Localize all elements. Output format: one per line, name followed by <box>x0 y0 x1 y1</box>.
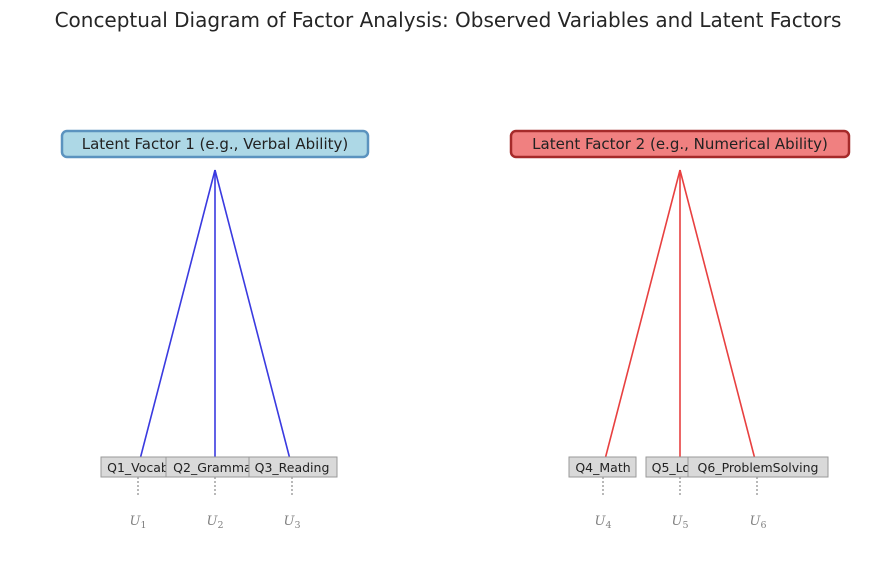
variable-label-q3: Q3_Reading <box>255 460 330 475</box>
variable-node-q6: Q6_ProblemSolving <box>687 456 829 478</box>
error-term-u3: U3 <box>283 514 300 531</box>
factor-node-1: Latent Factor 1 (e.g., Verbal Ability) <box>60 129 370 159</box>
loading-line-q6 <box>679 169 758 468</box>
factor-label-1: Latent Factor 1 (e.g., Verbal Ability) <box>82 135 349 153</box>
factor-label-2: Latent Factor 2 (e.g., Numerical Ability… <box>532 135 828 153</box>
variable-node-q4: Q4_Math <box>568 456 637 478</box>
error-term-u5: U5 <box>671 514 688 531</box>
loading-line-q3 <box>214 169 293 468</box>
error-term-u2: U2 <box>206 514 223 531</box>
loading-line-q4 <box>602 169 681 468</box>
variable-label-q4: Q4_Math <box>575 460 630 475</box>
variable-label-q6: Q6_ProblemSolving <box>698 460 819 475</box>
error-term-u1: U1 <box>129 514 146 531</box>
error-term-u6: U6 <box>749 514 766 531</box>
variable-node-q1: Q1_Vocab <box>100 456 176 478</box>
loading-line-q1 <box>137 169 216 468</box>
variable-node-q3: Q3_Reading <box>248 456 338 478</box>
factor-node-2: Latent Factor 2 (e.g., Numerical Ability… <box>509 129 851 159</box>
error-term-u4: U4 <box>594 514 611 531</box>
diagram-title: Conceptual Diagram of Factor Analysis: O… <box>54 8 842 32</box>
variable-label-q1: Q1_Vocab <box>107 460 169 475</box>
variable-label-q2: Q2_Grammar <box>173 460 258 475</box>
